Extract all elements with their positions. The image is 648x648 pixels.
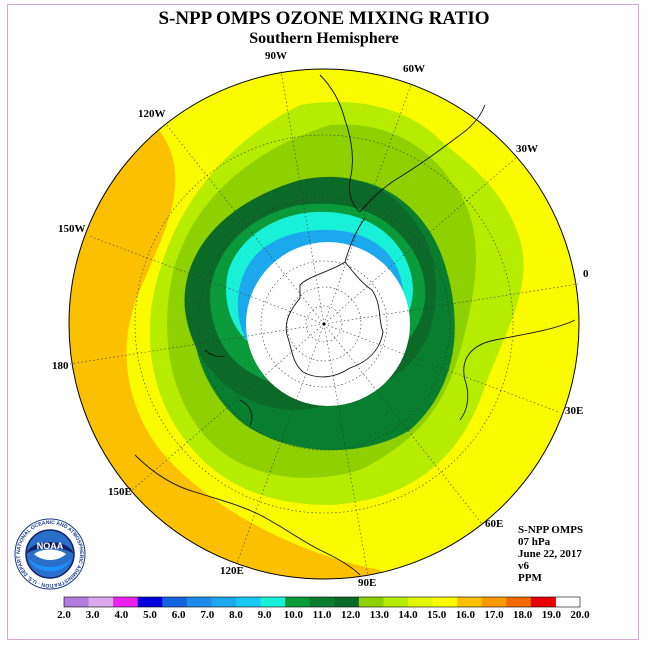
colorbar-tick-label: 17.0 (484, 609, 504, 621)
ozone-field (69, 69, 579, 579)
colorbar-box (64, 597, 90, 607)
lon-label-30w: 30W (516, 143, 538, 155)
colorbar-box (481, 597, 507, 607)
colorbar-tick-label: 12.0 (341, 609, 361, 621)
colorbar-boxes (63, 596, 581, 608)
lon-label-60w: 60W (403, 63, 425, 75)
map-title: S-NPP OMPS OZONE MIXING RATIO (158, 8, 490, 29)
colorbar-box (88, 597, 114, 607)
map-subtitle: Southern Hemisphere (249, 30, 399, 47)
colorbar-ticks: 2.0 3.0 4.0 5.0 6.0 7.0 8.0 9.0 10.0 11.0 12.0 13.0… (57, 609, 590, 621)
colorbar-box (186, 597, 212, 607)
info-instrument: S-NPP OMPS (518, 524, 584, 536)
south-america-coast (319, 74, 486, 213)
colorbar-box (309, 597, 335, 607)
colorbar-outline (63, 596, 581, 608)
colorbar-tick-label: 10.0 (284, 609, 304, 621)
colorbar-box (260, 597, 286, 607)
colorbar-box (358, 597, 384, 607)
colorbar-tick-label: 7.0 (200, 609, 214, 621)
colorbar-box (285, 597, 311, 607)
colorbar-tick-label: 15.0 (427, 609, 447, 621)
lon-label-60e: 60E (485, 518, 504, 530)
antarctic-peninsula (344, 217, 366, 263)
info-block: S-NPP OMPS 07 hPa June 22, 2017 v6 PPM (518, 524, 583, 584)
lon-label-90w: 90W (265, 50, 287, 62)
colorbar-tick-label: 16.0 (456, 609, 476, 621)
colorbar-box (383, 597, 409, 607)
orange-region (69, 69, 400, 579)
colorbar-box (236, 597, 262, 607)
colorbar-box (137, 597, 163, 607)
map-boundary (68, 68, 580, 580)
colorbar-box (211, 597, 237, 607)
colorbar-tick-label: 9.0 (258, 609, 272, 621)
colorbar-box (334, 597, 360, 607)
colorbar-box (113, 597, 139, 607)
colorbar-tick-label: 2.0 (57, 609, 71, 621)
graticule (69, 70, 579, 577)
antarctica-coast (285, 261, 384, 378)
colorbar-tick-label: 13.0 (370, 609, 390, 621)
africa-coast (459, 319, 576, 421)
lon-label-90e: 90E (358, 577, 377, 589)
colorbar-tick-label: 20.0 (570, 609, 590, 621)
colorbar-tick-label: 19.0 (542, 609, 562, 621)
colorbar-box (162, 597, 188, 607)
coastlines (134, 74, 576, 576)
lon-label-150e: 150E (108, 486, 132, 498)
lon-label-150w: 150W (58, 223, 86, 235)
lon-label-30e: 30E (565, 405, 584, 417)
colorbar-tick-label: 11.0 (313, 609, 332, 621)
colorbar-tick-label: 14.0 (398, 609, 418, 621)
colorbar-tick-label: 18.0 (513, 609, 533, 621)
colorbar-tick-label: 6.0 (172, 609, 186, 621)
colorbar-tick-label: 5.0 (143, 609, 157, 621)
colorbar-box (408, 597, 434, 607)
colorbar-box (506, 597, 532, 607)
south-pole-marker (322, 322, 326, 326)
info-level: 07 hPa (518, 536, 551, 548)
colorbar-tick-label: 4.0 (114, 609, 128, 621)
logo-text: NOAA (37, 541, 64, 551)
colorbar-box (432, 597, 458, 607)
info-units: PPM (518, 572, 542, 584)
colorbar-box (457, 597, 483, 607)
noaa-logo: NATIONAL OCEANIC AND ATMOSPHERIC ADMINIS… (14, 518, 86, 590)
lon-label-120w: 120W (138, 108, 166, 120)
colorbar-tick-label: 8.0 (229, 609, 243, 621)
australia-coast (134, 454, 361, 576)
figure-frame (7, 4, 639, 640)
lon-label-0: 0 (583, 268, 589, 280)
info-version: v6 (518, 560, 529, 572)
polar-night-region (246, 242, 410, 406)
colorbar-box (530, 597, 556, 607)
colorbar-tick-label: 3.0 (86, 609, 100, 621)
lon-label-120e: 120E (220, 565, 244, 577)
new-zealand-coast (204, 349, 253, 426)
info-date: June 22, 2017 (518, 548, 582, 560)
lon-label-180: 180 (52, 360, 69, 372)
